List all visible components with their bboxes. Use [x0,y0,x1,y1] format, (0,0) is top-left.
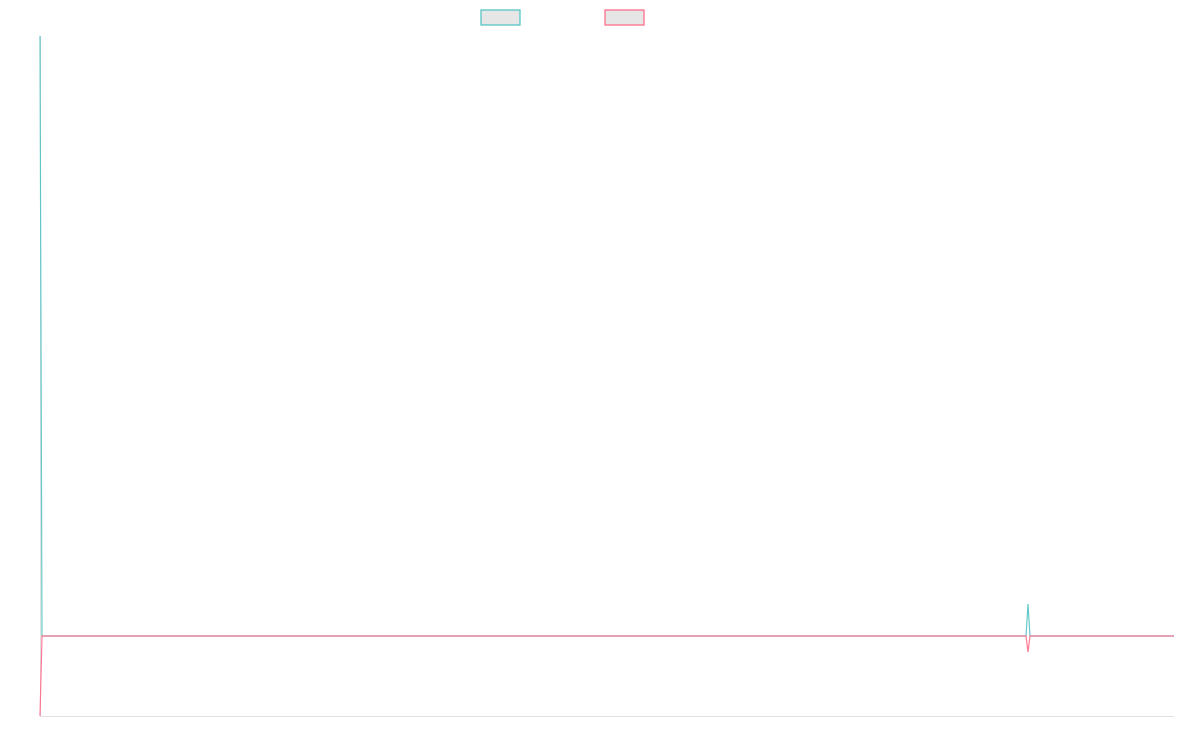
legend [480,9,645,26]
series-line-2 [39,635,1174,717]
series-line-1 [39,35,1174,637]
legend-swatch-2[interactable] [604,9,645,26]
legend-swatch-1[interactable] [480,9,521,26]
